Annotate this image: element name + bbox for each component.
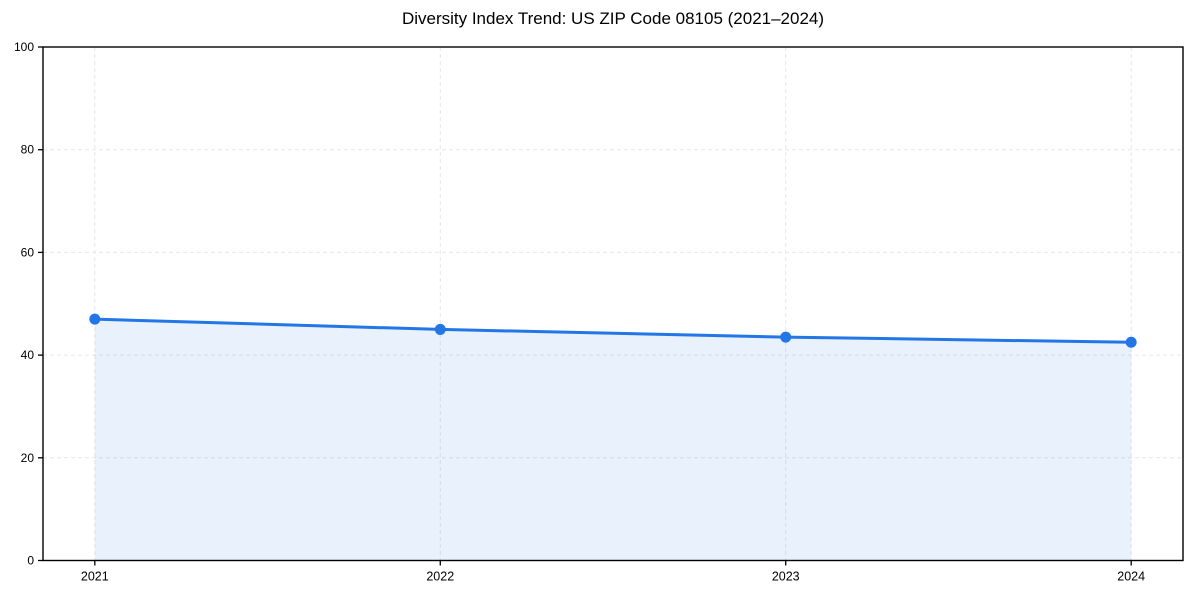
x-tick-label: 2024 (1117, 570, 1145, 584)
chart-title: Diversity Index Trend: US ZIP Code 08105… (401, 9, 825, 28)
plot-border (42, 46, 1184, 562)
area-fill (94, 319, 1132, 561)
y-tick-label: 100 (14, 40, 34, 54)
trend-line (93, 317, 1133, 344)
y-tick-label: 60 (21, 245, 35, 259)
y-tick-label: 40 (21, 348, 35, 362)
data-point (434, 323, 446, 335)
y-tick-label: 0 (27, 554, 34, 568)
data-point (780, 331, 792, 343)
x-tick-label: 2023 (772, 570, 800, 584)
data-point (1125, 336, 1137, 348)
x-tick-label: 2022 (426, 570, 454, 584)
y-tick-label: 80 (21, 143, 35, 157)
x-tick-label: 2021 (81, 570, 109, 584)
y-tick-label: 20 (21, 451, 35, 465)
data-point (89, 313, 101, 325)
